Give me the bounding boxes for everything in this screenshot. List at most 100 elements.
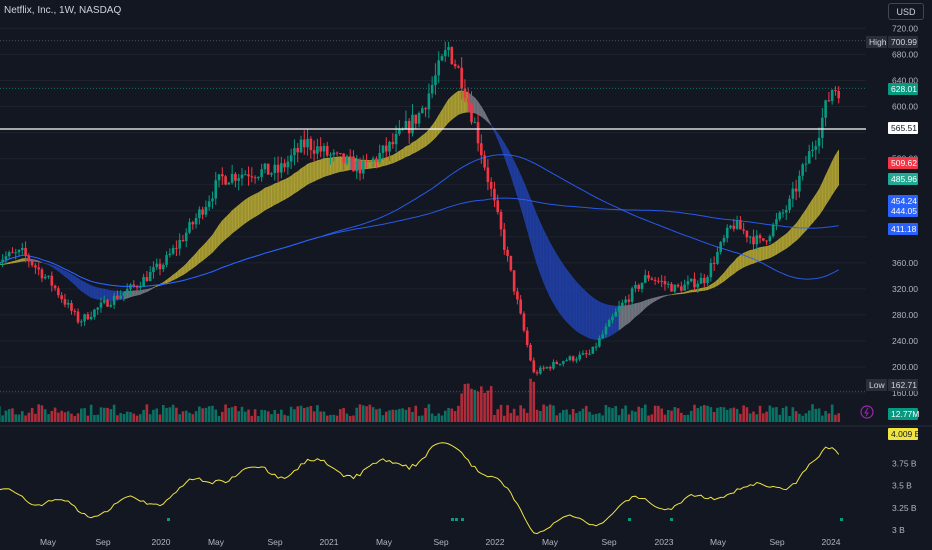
candle-body: [165, 255, 168, 265]
candle-body: [325, 145, 329, 156]
volume-bar: [807, 410, 811, 422]
candle-body: [430, 85, 434, 94]
volume-bar: [765, 411, 768, 422]
volume-bar: [40, 405, 44, 422]
candle-body: [30, 261, 34, 266]
candle-body: [702, 277, 706, 284]
ribbon-segment: [245, 197, 249, 224]
candle-body: [106, 300, 109, 307]
volume-bar: [122, 414, 126, 422]
volume-bar: [247, 409, 250, 422]
signal-dot: [455, 518, 458, 521]
ribbon-segment: [572, 277, 577, 332]
ribbon-segment: [415, 137, 420, 153]
time-tick-label: May: [208, 537, 225, 547]
candle-body: [486, 167, 490, 182]
candle-body: [142, 277, 145, 287]
volume-bar: [827, 413, 831, 422]
volume-bar: [404, 409, 408, 422]
candle-body: [663, 281, 667, 285]
candle-body: [129, 284, 132, 290]
candle-body: [581, 353, 585, 355]
price-tag-bg: [888, 157, 918, 169]
candle-body: [319, 146, 322, 152]
candle-body: [817, 137, 821, 147]
ribbon-segment: [779, 235, 784, 253]
ribbon-segment: [290, 172, 295, 197]
ribbon-segment: [536, 215, 541, 274]
volume-bar: [230, 407, 234, 422]
volume-bar: [575, 413, 578, 422]
ribbon-segment: [218, 219, 223, 246]
volume-bar: [647, 415, 650, 422]
ribbon-segment: [763, 246, 767, 261]
price-tick-label: 160.00: [892, 388, 918, 398]
volume-bar: [502, 415, 506, 422]
volume-bar: [709, 407, 713, 422]
volume-bars: [0, 378, 874, 422]
ribbon-segment: [225, 213, 230, 240]
volume-bar: [558, 412, 562, 422]
volume-bar: [63, 412, 67, 422]
candle-body: [171, 247, 175, 254]
candle-body: [666, 283, 670, 285]
candle-body: [152, 267, 155, 273]
signal-dot: [840, 518, 843, 521]
volume-bar: [388, 410, 391, 422]
price-tick-label: 360.00: [892, 258, 918, 268]
indicator-line: [0, 442, 840, 535]
volume-bar: [102, 407, 106, 422]
candle-body: [211, 198, 214, 202]
candle-body: [221, 174, 224, 177]
volume-bar: [109, 409, 113, 422]
volume-bar: [457, 405, 460, 422]
volume-bar: [375, 409, 378, 422]
candle-body: [1, 259, 4, 262]
ribbon-segment: [323, 157, 328, 177]
volume-bar: [837, 413, 841, 422]
candle-body: [539, 367, 542, 374]
candle-body: [424, 108, 427, 110]
volume-bar: [430, 413, 434, 422]
volume-bar: [680, 412, 683, 422]
volume-bar: [817, 408, 821, 422]
volume-bar: [545, 406, 549, 422]
price-tag-bg: [888, 173, 918, 185]
volume-bar: [486, 390, 490, 422]
candle-body: [280, 163, 283, 173]
candle-body: [316, 146, 319, 154]
price-tag-bg: [888, 195, 918, 207]
volume-bar: [798, 413, 801, 422]
price-tag-value: 485.96: [891, 174, 917, 184]
volume-bar: [814, 408, 818, 422]
time-tick-label: Sep: [769, 537, 784, 547]
volume-bar: [37, 404, 40, 422]
ribbon-segment: [622, 305, 626, 329]
volume-bar: [506, 405, 509, 422]
time-tick-label: Sep: [95, 537, 110, 547]
volume-bar: [329, 415, 332, 422]
volume-bar: [699, 406, 703, 422]
candle-body: [99, 302, 103, 308]
ribbon-segment: [261, 187, 266, 213]
volume-bar: [722, 407, 726, 422]
volume-bar: [289, 406, 293, 422]
candle-body: [342, 153, 345, 164]
time-tick-label: 2021: [320, 537, 339, 547]
candle-body: [680, 286, 683, 291]
currency-button[interactable]: USD: [888, 3, 924, 20]
ribbon-segment: [592, 296, 597, 340]
volume-bar: [332, 414, 336, 422]
candle-body: [506, 249, 509, 256]
volume-bar: [17, 414, 21, 422]
volume-bar: [368, 404, 372, 422]
volume-bar: [660, 408, 663, 422]
ribbon-segment: [307, 162, 312, 185]
volume-bar: [371, 407, 375, 422]
candle-body: [302, 139, 306, 148]
candle-body: [611, 316, 614, 321]
volume-bar: [365, 406, 368, 422]
signal-dot: [670, 518, 673, 521]
volume-bar: [568, 414, 572, 422]
